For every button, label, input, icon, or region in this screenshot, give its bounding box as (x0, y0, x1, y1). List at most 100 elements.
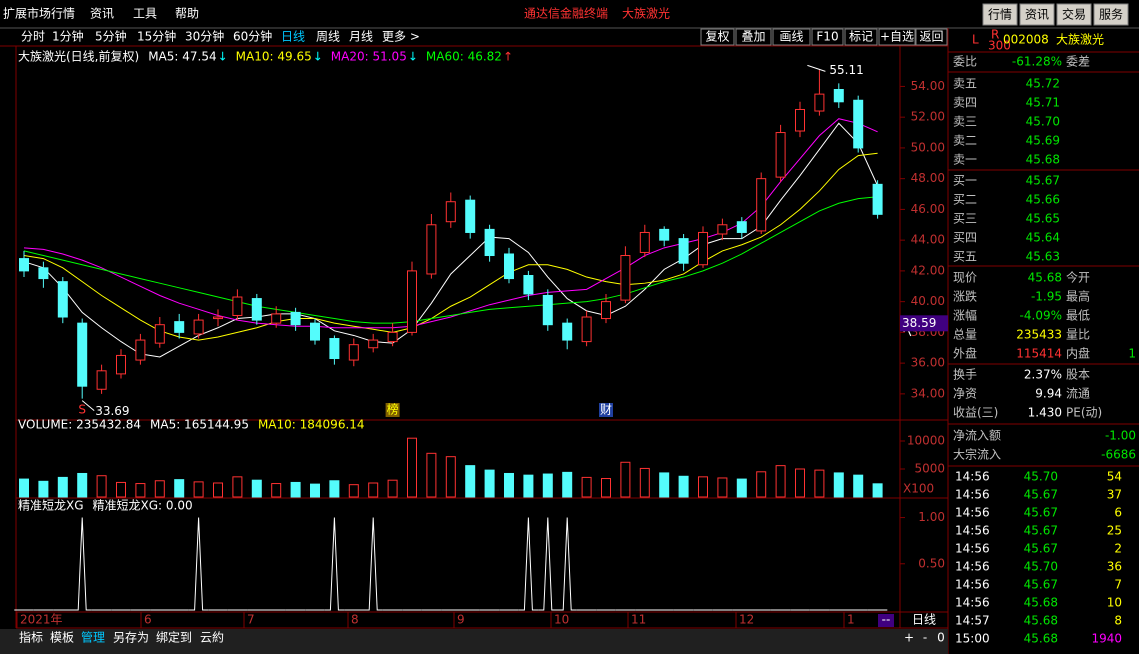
tool-button-label[interactable]: 叠加 (741, 30, 765, 44)
bottom-tab[interactable]: 模板 (50, 631, 74, 645)
quote-label: 换手 (953, 368, 977, 382)
bottom-tab[interactable]: 管理 (81, 630, 105, 645)
volume-bar (329, 480, 340, 498)
tool-button[interactable] (735, 28, 772, 46)
legend-arrow: ↓ (408, 50, 418, 64)
period-tab[interactable]: 日线 (281, 30, 305, 44)
menu-item[interactable]: 扩展市场行情 (3, 6, 75, 21)
candle-body (833, 89, 844, 103)
zoom-button[interactable]: + (904, 631, 914, 645)
period-tab[interactable]: 30分钟 (185, 29, 224, 44)
tick-time: 14:56 (955, 596, 990, 610)
top-button[interactable] (1019, 3, 1055, 26)
candle-body (135, 339, 146, 361)
top-button[interactable] (982, 3, 1018, 26)
tool-button[interactable] (915, 28, 948, 46)
legend-arrow: ↑ (503, 50, 513, 64)
candle-body (329, 338, 340, 360)
period-tab[interactable]: 月线 (349, 30, 373, 44)
tool-button-label[interactable]: 复权 (705, 30, 729, 44)
event-marker[interactable]: 榜 (387, 402, 399, 417)
legend-arrow: ↓ (218, 50, 228, 64)
candle-body (154, 324, 165, 344)
tick-volume: 1940 (1091, 632, 1122, 646)
top-button-label[interactable]: 行情 (988, 8, 1012, 22)
quote-label: 最高 (1066, 289, 1090, 304)
volume-bar (348, 484, 359, 498)
candle-body (872, 183, 883, 215)
volume-bar (445, 456, 456, 498)
candle-body (426, 224, 437, 275)
candle-body (504, 253, 514, 280)
period-tab[interactable]: 更多 > (382, 30, 420, 44)
candle-body (484, 228, 495, 257)
scroll[interactable]: -- (882, 613, 891, 627)
menu-item[interactable]: 资讯 (90, 7, 114, 21)
zoom-button[interactable]: 0 (937, 631, 945, 645)
y-tick-label: 48.00 (911, 171, 945, 185)
top-button-label[interactable]: 交易 (1062, 7, 1086, 22)
market-index: 300 (988, 39, 1011, 53)
top-button[interactable] (1093, 3, 1129, 26)
tool-button-label[interactable]: 返回 (919, 30, 943, 44)
bottom-tab[interactable]: 另存为 (113, 631, 149, 645)
menu-item[interactable]: 工具 (133, 7, 157, 21)
volume-bar (504, 472, 514, 498)
top-button-label[interactable]: 资讯 (1025, 8, 1049, 22)
volume-bar (310, 483, 320, 498)
volume-bar (659, 472, 670, 498)
volume-bar (77, 472, 88, 498)
y-tick-label: 10000 (907, 434, 945, 448)
bottom-tab[interactable]: 绑定到 (156, 630, 192, 645)
candle-body (116, 354, 126, 375)
bottom-tab[interactable]: 云約 (200, 630, 224, 645)
zoom-button[interactable]: - (923, 631, 927, 645)
ma-line (23, 152, 878, 341)
period-tab[interactable]: 分时 (21, 30, 45, 44)
tool-button-label[interactable]: 标记 (849, 30, 873, 44)
top-button[interactable] (1056, 3, 1092, 26)
period-tab[interactable]: 5分钟 (95, 29, 127, 44)
tool-button[interactable] (878, 28, 916, 46)
event-marker[interactable]: 财 (600, 403, 612, 417)
date-label: 2021年 (20, 613, 63, 627)
top-button-label[interactable]: 服务 (1099, 7, 1123, 22)
volume-unit: X100 (903, 482, 934, 496)
ma-line (23, 122, 879, 358)
tool-button[interactable] (700, 28, 735, 46)
candle-body (310, 322, 320, 341)
tick-price: 45.68 (1024, 632, 1058, 646)
legend-text: MA10: 184096.14 (258, 418, 365, 432)
volume-bar (814, 469, 825, 498)
tick-price: 45.67 (1024, 524, 1058, 538)
period-tab[interactable]: 1分钟 (52, 29, 84, 44)
volume-bar (465, 465, 476, 498)
candle-body (251, 298, 262, 321)
menu-item[interactable]: 帮助 (175, 7, 199, 21)
tool-button[interactable] (772, 28, 811, 46)
period-tab[interactable]: 15分钟 (137, 29, 176, 44)
candle-body (38, 267, 49, 280)
volume-bar (368, 482, 379, 498)
book-price: 45.64 (1026, 231, 1060, 245)
tool-button[interactable] (844, 28, 878, 46)
book-label: 买四 (953, 231, 977, 245)
bottom-tab[interactable]: 指标 (19, 630, 43, 645)
period-tab[interactable]: 周线 (316, 30, 340, 44)
tick-volume: 7 (1114, 578, 1122, 592)
volume-bar (833, 472, 844, 498)
tool-button-label[interactable]: F10 (816, 30, 838, 44)
tool-button-label[interactable]: +自选 (880, 30, 914, 44)
tool-button[interactable] (811, 28, 844, 46)
flow-label: 大宗流入 (953, 447, 1001, 462)
event-marker[interactable]: S (78, 403, 86, 417)
legend-text: MA60: 46.82 (426, 50, 502, 64)
tool-button-label[interactable]: 画线 (779, 30, 803, 44)
book-price: 45.68 (1026, 153, 1060, 167)
y-tick-label: 42.00 (911, 263, 945, 277)
period-label: 日线 (912, 613, 936, 627)
volume-bar (426, 452, 437, 498)
scroll-box[interactable] (878, 614, 894, 627)
period-tab[interactable]: 60分钟 (233, 29, 272, 44)
